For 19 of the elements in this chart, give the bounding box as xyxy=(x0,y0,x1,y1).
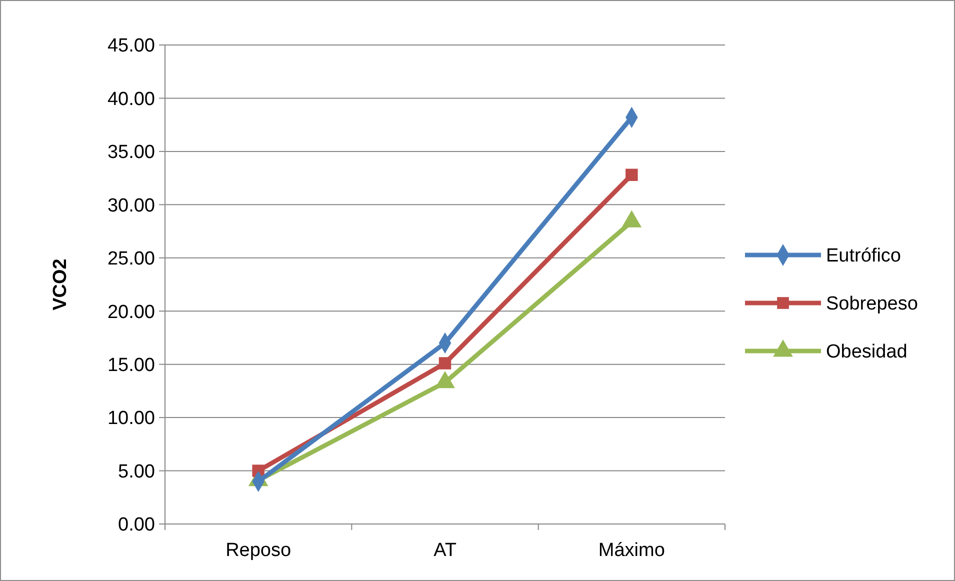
legend-label: Eutrófico xyxy=(826,246,901,267)
y-axis-title: VCO2 xyxy=(50,258,71,310)
y-tick-label: 45.00 xyxy=(107,36,155,57)
legend-label: Sobrepeso xyxy=(826,294,918,315)
y-tick-label: 30.00 xyxy=(107,195,155,216)
x-tick-label: Máximo xyxy=(598,540,665,561)
y-tick-label: 20.00 xyxy=(107,302,155,323)
y-tick-label: 35.00 xyxy=(107,142,155,164)
legend-label: Obesidad xyxy=(826,342,908,363)
y-tick-label: 15.00 xyxy=(107,354,155,376)
x-tick-label: Reposo xyxy=(226,540,292,561)
y-tick-label: 0.00 xyxy=(118,514,155,536)
y-tick-label: 5.00 xyxy=(118,461,155,482)
y-tick-label: 10.00 xyxy=(107,408,155,430)
point xyxy=(438,357,452,370)
y-tick-label: 25.00 xyxy=(107,248,155,270)
point xyxy=(626,168,638,181)
x-tick-label: AT xyxy=(434,540,457,561)
y-tick-label: 40.00 xyxy=(107,88,155,110)
